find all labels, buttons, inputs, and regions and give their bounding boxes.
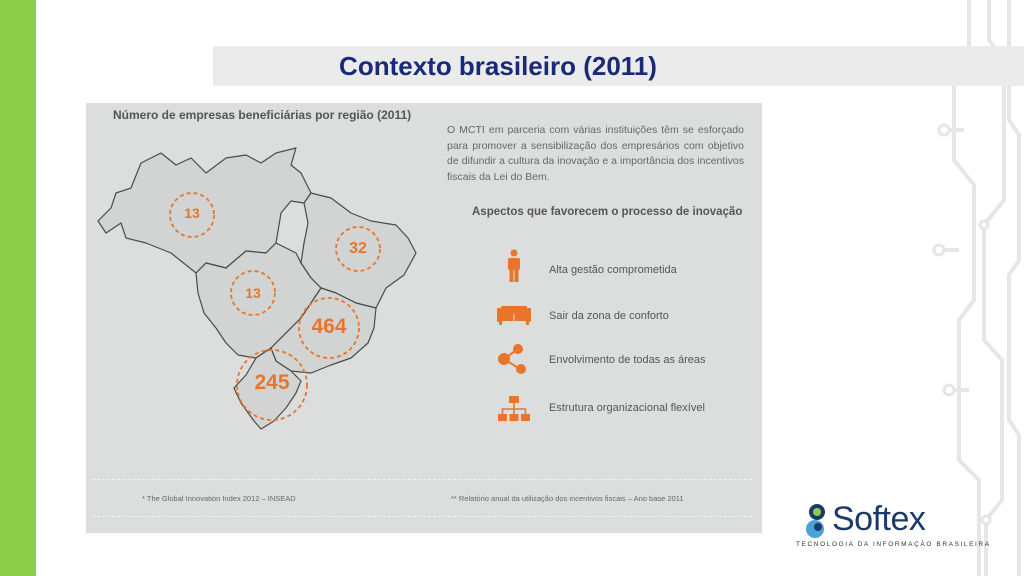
aspect-label-1: Alta gestão comprometida (549, 264, 677, 276)
infographic-title: Número de empresas beneficiárias por reg… (113, 108, 412, 122)
softex-logo-mark (806, 504, 825, 538)
org-chart-icon (498, 396, 530, 421)
intro-paragraph: O MCTI em parceria com várias instituiçõ… (447, 124, 744, 183)
circuit-decoration (932, 0, 1021, 576)
region-sudeste (270, 287, 377, 374)
slide-title: Contexto brasileiro (2011) (339, 51, 657, 81)
person-icon (508, 249, 520, 282)
left-accent-bar (0, 0, 36, 576)
aspect-label-2: Sair da zona de conforto (549, 310, 669, 322)
region-count-norte: 13 (184, 205, 200, 221)
region-norte (97, 147, 312, 274)
divider-bottom (92, 516, 752, 517)
footnote-right: ** Relatório anual da utilização dos inc… (451, 494, 684, 503)
region-sul (233, 347, 302, 430)
aspect-label-4: Estrutura organizacional flexível (549, 402, 705, 414)
network-icon (498, 344, 526, 374)
softex-logo-tagline: TECNOLOGIA DA INFORMAÇÃO BRASILEIRA (796, 541, 991, 548)
infographic-panel: Número de empresas beneficiárias por reg… (86, 103, 762, 533)
sofa-icon (497, 306, 531, 325)
region-count-centro-oeste: 13 (245, 285, 261, 301)
region-count-sudeste: 464 (311, 315, 347, 338)
region-count-sul: 245 (254, 371, 290, 394)
aspect-label-3: Envolvimento de todas as áreas (549, 354, 706, 366)
title-band: Contexto brasileiro (2011) (213, 46, 1024, 86)
aspects-title: Aspectos que favorecem o processo de ino… (472, 206, 743, 218)
softex-logo-wordmark: Softex (832, 500, 926, 538)
region-count-nordeste: 32 (349, 240, 367, 257)
brazil-map (97, 147, 417, 430)
softex-logo: Softex TECNOLOGIA DA INFORMAÇÃO BRASILEI… (796, 500, 989, 556)
divider-top (92, 479, 752, 480)
footnote-left: * The Global Innovation Index 2012 – INS… (142, 494, 296, 503)
